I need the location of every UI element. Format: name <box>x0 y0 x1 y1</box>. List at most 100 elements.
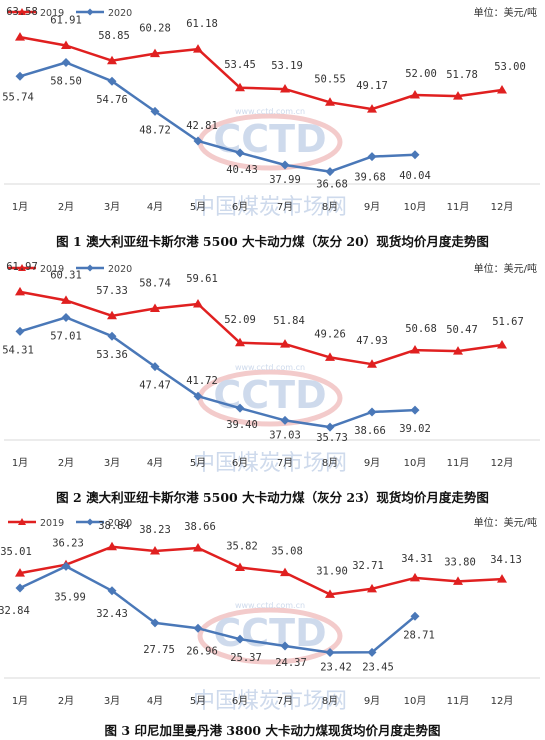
data-label-2019: 51.78 <box>446 69 478 81</box>
data-label-2020: 37.99 <box>269 174 301 186</box>
point-2020 <box>235 634 245 644</box>
data-label-2019: 63.58 <box>6 6 38 18</box>
chart-2-caption: 图 2 澳大利亚纽卡斯尔港 5500 大卡动力煤（灰分 23）现货均价月度走势图 <box>56 490 489 505</box>
series-line-2020 <box>19 316 416 429</box>
watermark-url: www.cctd.com.cn <box>235 601 305 610</box>
data-label-2019: 58.85 <box>98 30 130 42</box>
data-label-2020: 39.68 <box>354 172 386 184</box>
point-2019 <box>193 543 203 552</box>
point-2019 <box>15 568 25 577</box>
data-label-2019: 50.55 <box>314 73 346 85</box>
data-label-2019: 47.93 <box>356 335 388 347</box>
point-2019 <box>235 82 245 92</box>
point-2020 <box>410 150 420 160</box>
x-tick-label: 3月 <box>104 201 120 213</box>
data-label-2020: 54.76 <box>96 94 128 106</box>
data-label-2020: 38.66 <box>354 425 386 437</box>
x-tick-label: 5月 <box>190 201 206 213</box>
point-2019 <box>325 352 335 361</box>
point-2020 <box>61 561 71 571</box>
data-label-2019: 35.08 <box>271 546 303 558</box>
point-2020 <box>367 152 377 162</box>
legend-marker-2020 <box>86 8 94 16</box>
watermark-name: 中国煤炭市场网 <box>193 451 347 476</box>
watermark-name: 中国煤炭市场网 <box>193 689 347 714</box>
point-2019 <box>280 339 290 348</box>
x-tick-label: 12月 <box>491 695 514 707</box>
unit-label: 单位：美元/吨 <box>474 516 537 529</box>
point-2019 <box>235 337 245 347</box>
data-label-2020: 39.02 <box>399 423 431 435</box>
point-2019 <box>453 576 463 585</box>
x-tick-label: 6月 <box>232 457 248 469</box>
data-label-2020: 23.45 <box>362 661 394 673</box>
x-tick-label: 10月 <box>404 457 427 469</box>
x-tick-label: 4月 <box>147 695 163 707</box>
point-2020 <box>15 583 25 593</box>
legend: 2019 2020 <box>8 518 132 529</box>
legend-marker-2019 <box>18 518 26 525</box>
point-2020 <box>15 71 25 81</box>
x-tick-label: 1月 <box>12 457 28 469</box>
x-tick-label: 5月 <box>190 457 206 469</box>
x-tick-label: 2月 <box>58 201 74 213</box>
data-label-2020: 25.37 <box>230 652 262 664</box>
unit-label: 单位：美元/吨 <box>474 6 537 19</box>
x-tick-label: 7月 <box>277 201 293 213</box>
point-2020 <box>150 362 160 372</box>
x-tick-label: 4月 <box>147 201 163 213</box>
x-tick-label: 9月 <box>364 457 380 469</box>
point-2019 <box>107 55 117 65</box>
data-label-2019: 38.23 <box>139 524 171 536</box>
point-2019 <box>410 572 420 582</box>
legend-label-2019: 2019 <box>40 8 64 19</box>
data-label-2020: 37.03 <box>269 429 301 441</box>
point-2019 <box>235 562 245 572</box>
data-label-2020: 23.42 <box>320 662 352 674</box>
x-tick-label: 3月 <box>104 695 120 707</box>
point-2020 <box>150 618 160 628</box>
legend: 2019 2020 <box>8 8 132 19</box>
point-2020 <box>107 331 117 341</box>
data-label-2019: 61.97 <box>6 261 38 273</box>
point-2020 <box>280 160 290 170</box>
unit-label: 单位：美元/吨 <box>474 262 537 275</box>
data-label-2020: 53.36 <box>96 349 128 361</box>
data-label-2020: 27.75 <box>143 644 175 656</box>
watermark-ring <box>197 607 343 665</box>
point-2020 <box>107 76 117 86</box>
point-2020 <box>410 405 420 415</box>
data-label-2020: 28.71 <box>403 629 435 641</box>
watermark-url: www.cctd.com.cn <box>235 107 305 116</box>
point-2019 <box>325 97 335 106</box>
data-label-2019: 50.47 <box>446 324 478 336</box>
point-2020 <box>150 106 160 116</box>
x-tick-label: 8月 <box>322 457 338 469</box>
data-label-2019: 49.26 <box>314 328 346 340</box>
x-tick-label: 5月 <box>190 695 206 707</box>
watermark-logo: CCTD <box>213 117 326 161</box>
data-label-2020: 41.72 <box>186 375 218 387</box>
point-2019 <box>367 104 377 113</box>
legend-label-2019: 2019 <box>40 264 64 275</box>
data-label-2020: 26.96 <box>186 645 218 657</box>
x-tick-label: 11月 <box>447 201 470 213</box>
watermark-url: www.cctd.com.cn <box>235 363 305 372</box>
data-label-2020: 40.43 <box>226 164 258 176</box>
chart-panel-3: CCTD www.cctd.com.cn 中国煤炭市场网 2019 2020 单位：美元/… <box>0 510 545 716</box>
data-label-2019: 60.28 <box>139 23 171 35</box>
data-label-2020: 35.73 <box>316 432 348 444</box>
point-2019 <box>497 574 507 583</box>
point-2020 <box>367 647 377 657</box>
x-tick-label: 12月 <box>491 457 514 469</box>
data-label-2019: 52.00 <box>405 68 437 80</box>
legend-label-2020: 2020 <box>108 518 132 529</box>
legend-label-2020: 2020 <box>108 264 132 275</box>
point-2020 <box>280 415 290 425</box>
point-2019 <box>497 339 507 349</box>
point-2019 <box>410 90 420 99</box>
legend-marker-2020 <box>86 518 94 526</box>
series-line-2019 <box>19 290 503 366</box>
